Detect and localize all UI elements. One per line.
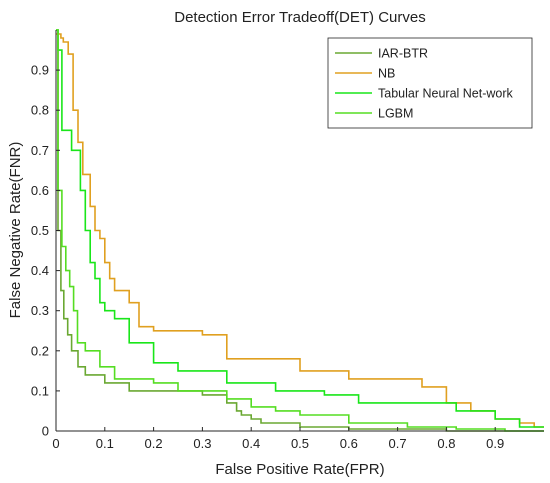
series-line-2 [56, 29, 544, 428]
series-line-3 [56, 29, 544, 432]
y-tick-label: 0.2 [31, 343, 49, 358]
x-tick-label: 0.7 [389, 436, 407, 451]
legend-label-3: LGBM [378, 107, 413, 121]
y-tick-label: 0.5 [31, 223, 49, 238]
x-tick-label: 0.6 [340, 436, 358, 451]
x-tick-label: 0.1 [96, 436, 114, 451]
legend-label-0: IAR-BTR [378, 47, 428, 61]
x-tick-label: 0.8 [437, 436, 455, 451]
series-layer [56, 29, 544, 432]
legend-label-1: NB [378, 67, 395, 81]
x-tick-label: 0.2 [145, 436, 163, 451]
legend: IAR-BTR NB Tabular Neural Net-work LGBM [327, 37, 533, 129]
y-axis-label: False Negative Rate(FNR) [7, 142, 24, 319]
x-tick-label: 0.3 [193, 436, 211, 451]
series-line-0 [56, 29, 544, 432]
y-tick-label: 0.1 [31, 383, 49, 398]
y-tick-label: 0.8 [31, 103, 49, 118]
y-tick-label: 0.9 [31, 63, 49, 78]
legend-label-2: Tabular Neural Net-work [378, 87, 514, 101]
axes-layer: 0 0.1 0.2 0.3 0.4 0.5 0.6 0.7 0.8 0.9 0 0.1 0.2 0.3 0.… [31, 30, 544, 451]
x-tick-label: 0.5 [291, 436, 309, 451]
legend-box [327, 37, 533, 129]
y-tick-label: 0.6 [31, 183, 49, 198]
y-tick-label: 0.3 [31, 303, 49, 318]
series-line-1 [56, 33, 544, 428]
x-tick-label: 0.9 [486, 436, 504, 451]
x-tick-label: 0 [52, 436, 59, 451]
chart-title: Detection Error Tradeoff(DET) Curves [174, 9, 425, 26]
y-tick-label: 0.4 [31, 263, 49, 278]
x-tick-label: 0.4 [242, 436, 260, 451]
x-axis-label: False Positive Rate(FPR) [215, 461, 384, 478]
y-tick-label: 0.7 [31, 143, 49, 158]
y-tick-label: 0 [42, 424, 49, 439]
